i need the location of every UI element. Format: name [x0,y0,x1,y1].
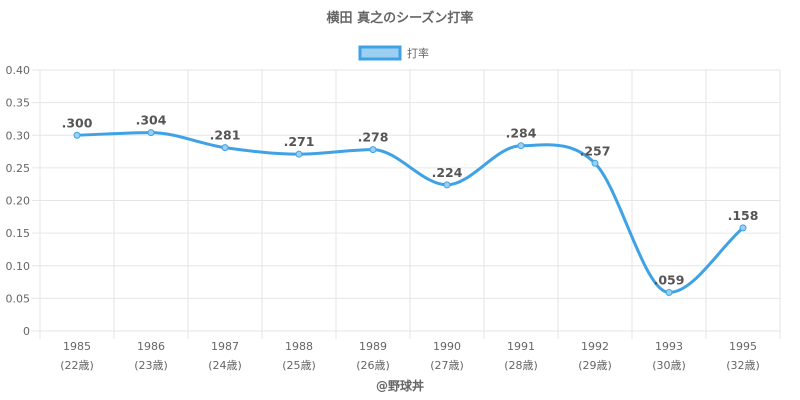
data-label: .304 [136,113,167,128]
data-point [517,142,525,150]
data-label: .278 [358,130,389,145]
data-point [73,131,81,139]
x-tick-sublabel: (29歳) [578,359,612,372]
y-tick-label: 0.05 [6,292,31,305]
data-point [295,150,303,158]
data-label: .281 [210,128,241,143]
data-label: .257 [580,143,611,158]
plot-area: .300 .304 .281 .271 .278 .224 .284 .257 .059 .158 [62,113,759,297]
legend-swatch [358,45,402,61]
x-tick-sublabel: (24歳) [208,359,242,372]
x-tick-sublabel: (25歳) [282,359,316,372]
data-label: .158 [728,208,759,223]
x-tick-label: 1995 [729,340,757,353]
x-tick-label: 1985 [63,340,91,353]
x-tick-sublabel: (23歳) [134,359,168,372]
chart-title: 横田 真之のシーズン打率 [327,10,474,26]
grid-lines [32,69,781,339]
x-tick-label: 1989 [359,340,387,353]
y-tick-label: 0 [23,325,30,338]
x-tick-label: 1987 [211,340,239,353]
x-tick-sublabel: (26歳) [356,359,390,372]
data-point [443,181,451,189]
y-tick-label: 0.35 [6,97,31,110]
y-axis: 0 0.05 0.10 0.15 0.20 0.25 0.30 0.35 0.40 [6,64,31,338]
x-tick-sublabel: (32歳) [726,359,760,372]
x-tick-sublabel: (22歳) [60,359,94,372]
data-point [739,224,747,232]
y-tick-label: 0.40 [6,64,31,77]
credit-text: @野球丼 [376,378,424,393]
x-tick-label: 1990 [433,340,461,353]
data-label: .284 [506,126,537,141]
series-line [76,131,744,295]
y-tick-label: 0.15 [6,227,31,240]
x-axis: 1985 (22歳) 1986 (23歳) 1987 (24歳) 1988 (25歳) 1989… [60,340,760,372]
data-label: .059 [654,273,685,288]
x-tick-sublabel: (28歳) [504,359,538,372]
x-tick-label: 1988 [285,340,313,353]
data-point [665,289,673,297]
y-tick-label: 0.10 [6,260,31,273]
data-point [591,159,599,167]
data-point [221,144,229,152]
x-tick-label: 1986 [137,340,165,353]
data-point [147,129,155,137]
data-label: .300 [62,115,93,130]
x-tick-label: 1991 [507,340,535,353]
legend[interactable]: 打率 [358,45,429,61]
x-tick-label: 1993 [655,340,683,353]
y-tick-label: 0.20 [6,195,31,208]
y-tick-label: 0.30 [6,129,31,142]
data-label: .224 [432,165,463,180]
data-point [369,146,377,154]
x-tick-sublabel: (27歳) [430,359,464,372]
x-tick-sublabel: (30歳) [652,359,686,372]
data-label: .271 [284,134,315,149]
legend-label: 打率 [407,46,429,60]
x-tick-label: 1992 [581,340,609,353]
y-tick-label: 0.25 [6,162,31,175]
